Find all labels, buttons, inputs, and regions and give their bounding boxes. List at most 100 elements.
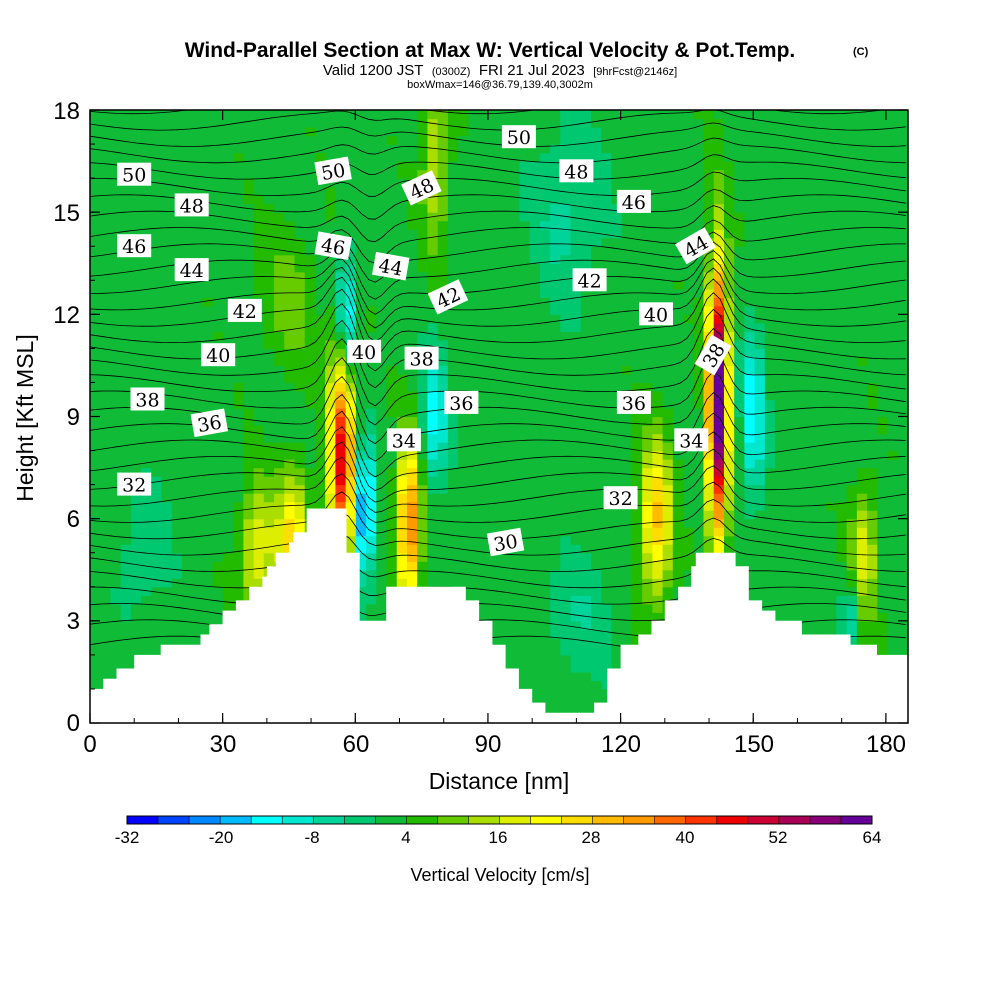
velocity-cell	[151, 110, 163, 120]
velocity-cell	[130, 561, 142, 571]
velocity-cell	[550, 161, 561, 171]
velocity-cell	[785, 237, 797, 247]
velocity-cell	[90, 212, 101, 222]
velocity-cell	[652, 569, 664, 579]
velocity-cell	[621, 263, 633, 273]
velocity-cell	[642, 365, 653, 375]
velocity-cell	[294, 356, 306, 367]
velocity-cell	[243, 450, 255, 460]
velocity-cell	[325, 459, 336, 469]
velocity-cell	[141, 407, 152, 418]
velocity-cell	[744, 373, 756, 384]
velocity-cell	[723, 348, 735, 358]
velocity-cell	[621, 314, 633, 324]
velocity-cell	[130, 135, 142, 145]
velocity-cell	[519, 467, 531, 477]
velocity-cell	[427, 246, 439, 256]
velocity-cell	[458, 229, 469, 239]
velocity-cell	[437, 459, 449, 469]
velocity-cell	[110, 331, 122, 341]
velocity-cell	[120, 382, 132, 392]
velocity-cell	[550, 680, 561, 690]
velocity-cell	[447, 127, 459, 137]
velocity-cell	[560, 186, 572, 196]
velocity-cell	[713, 186, 725, 196]
velocity-cell	[499, 637, 510, 647]
velocity-cell	[570, 331, 582, 341]
velocity-cell	[130, 339, 142, 349]
velocity-cell	[386, 297, 398, 307]
velocity-cell	[591, 135, 602, 145]
velocity-cell	[141, 263, 152, 273]
velocity-cell	[294, 425, 306, 435]
velocity-cell	[550, 390, 561, 401]
velocity-cell	[550, 169, 561, 179]
velocity-cell	[171, 561, 183, 571]
velocity-cell	[672, 518, 684, 528]
velocity-cell	[764, 348, 776, 358]
velocity-cell	[141, 459, 152, 469]
velocity-cell	[672, 467, 684, 477]
velocity-cell	[580, 288, 592, 298]
velocity-cell	[672, 348, 684, 358]
velocity-cell	[386, 220, 398, 230]
velocity-cell	[775, 612, 786, 622]
velocity-cell	[90, 373, 101, 384]
velocity-cell	[478, 280, 490, 290]
velocity-cell	[366, 212, 377, 222]
velocity-cell	[703, 476, 715, 486]
velocity-cell	[734, 450, 745, 460]
velocity-cell	[151, 586, 163, 596]
velocity-cell	[202, 331, 214, 341]
velocity-cell	[764, 135, 776, 145]
velocity-cell	[345, 390, 357, 401]
velocity-cell	[519, 510, 531, 520]
velocity-cell	[100, 620, 112, 630]
velocity-cell	[703, 510, 715, 520]
velocity-cell	[785, 407, 797, 418]
velocity-cell	[458, 365, 469, 375]
velocity-cell	[151, 476, 163, 486]
velocity-cell	[161, 467, 173, 477]
velocity-cell	[447, 263, 459, 273]
velocity-cell	[171, 297, 183, 307]
velocity-cell	[591, 510, 602, 520]
velocity-cell	[110, 578, 122, 588]
velocity-cell	[529, 450, 541, 460]
velocity-cell	[355, 314, 367, 324]
velocity-cell	[580, 322, 592, 332]
velocity-cell	[253, 578, 265, 588]
velocity-cell	[652, 152, 664, 162]
velocity-cell	[314, 476, 326, 486]
velocity-cell	[314, 271, 326, 281]
velocity-cell	[713, 322, 725, 332]
velocity-cell	[775, 467, 786, 477]
velocity-cell	[396, 348, 408, 358]
velocity-cell	[202, 373, 214, 384]
velocity-cell	[345, 203, 357, 213]
velocity-cell	[263, 186, 275, 196]
velocity-cell	[591, 305, 602, 315]
velocity-cell	[775, 229, 786, 239]
velocity-cell	[713, 484, 725, 494]
velocity-cell	[243, 569, 255, 579]
velocity-cell	[621, 373, 633, 384]
velocity-cell	[631, 144, 643, 154]
velocity-cell	[447, 220, 459, 230]
velocity-cell	[120, 348, 132, 358]
velocity-cell	[263, 425, 275, 435]
velocity-cell	[376, 144, 388, 154]
velocity-cell	[693, 501, 705, 511]
velocity-cell	[212, 254, 224, 264]
velocity-cell	[304, 237, 316, 247]
velocity-cell	[202, 578, 214, 588]
velocity-cell	[253, 433, 265, 443]
velocity-cell	[366, 144, 377, 154]
velocity-cell	[560, 450, 572, 460]
velocity-cell	[458, 203, 469, 213]
velocity-cell	[427, 518, 439, 528]
velocity-cell	[550, 407, 561, 418]
velocity-cell	[519, 561, 531, 571]
velocity-cell	[601, 144, 613, 154]
velocity-cell	[417, 561, 429, 571]
